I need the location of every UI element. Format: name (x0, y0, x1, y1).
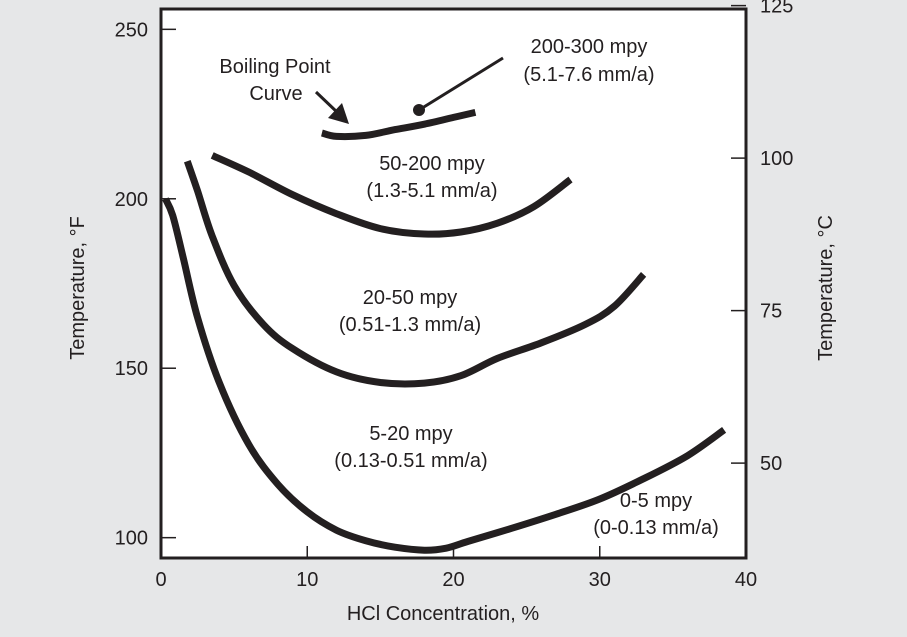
plot-area (159, 7, 748, 560)
x-tick-label: 40 (735, 569, 757, 591)
y-right-axis-title: Temperature, °C (815, 215, 837, 361)
boiling-point-arrow (314, 90, 349, 124)
leader-200-300-mpy (413, 56, 504, 116)
x-tick-label: 10 (296, 569, 318, 591)
curve-5-20-mpy (162, 197, 727, 554)
curve-boiling-point (320, 108, 477, 141)
label-5-20-mma: (0.13-0.51 mm/a) (334, 450, 487, 472)
x-axis-ticks: 0 10 20 30 40 (155, 546, 757, 591)
y-left-tick-label: 250 (115, 19, 148, 41)
x-tick-label: 0 (155, 569, 166, 591)
y-left-tick-label: 100 (115, 528, 148, 550)
label-200-300-mpy: 200-300 mpy (531, 36, 648, 58)
y-right-tick-label: 100 (760, 148, 793, 170)
label-boiling-curve: Curve (249, 83, 302, 105)
x-tick-label: 20 (442, 569, 464, 591)
label-boiling-point: Boiling Point (219, 56, 331, 78)
y-right-tick-label: 125 (760, 0, 793, 18)
curve-50-200-mpy (210, 152, 573, 238)
y-left-axis-title: Temperature, °F (67, 216, 89, 360)
y-left-tick-label: 200 (115, 189, 148, 211)
curves (162, 108, 727, 554)
x-axis-title: HCl Concentration, % (347, 603, 540, 625)
label-20-50-mpy: 20-50 mpy (363, 287, 458, 309)
y-left-axis-ticks: 100 150 200 250 (115, 19, 176, 550)
label-0-5-mpy: 0-5 mpy (620, 490, 692, 512)
label-50-200-mpy: 50-200 mpy (379, 153, 485, 175)
label-0-5-mma: (0-0.13 mm/a) (593, 517, 719, 539)
y-left-tick-label: 150 (115, 358, 148, 380)
y-right-axis-ticks: 50 75 100 125 (731, 0, 793, 475)
label-50-200-mma: (1.3-5.1 mm/a) (366, 180, 497, 202)
label-200-300-mma: (5.1-7.6 mm/a) (523, 64, 654, 86)
x-tick-label: 30 (589, 569, 611, 591)
curve-20-50-mpy (183, 160, 647, 388)
y-right-tick-label: 50 (760, 453, 782, 475)
label-5-20-mpy: 5-20 mpy (369, 423, 452, 445)
y-right-tick-label: 75 (760, 301, 782, 323)
label-20-50-mma: (0.51-1.3 mm/a) (339, 314, 481, 336)
